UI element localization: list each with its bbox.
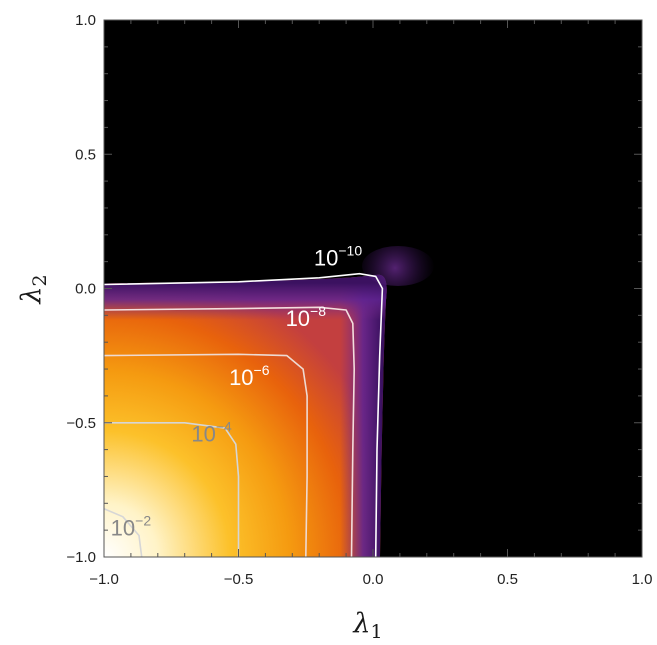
y-tick-label: −0.5 bbox=[66, 415, 96, 432]
y-tick-label: 1.0 bbox=[75, 12, 96, 29]
contour-label-4: 10−4 bbox=[191, 419, 232, 447]
heatmap-glow bbox=[362, 246, 434, 286]
x-tick-label: 0.0 bbox=[363, 571, 384, 588]
axis-ticks: −1.0 −0.5 0.0 0.5 1.0 −1.0 −0.5 0.0 0.5 1.0 bbox=[66, 12, 652, 588]
contour-line-1 bbox=[104, 272, 384, 557]
contour-label-1: 10−10 bbox=[314, 243, 362, 271]
x-tick-label: 1.0 bbox=[632, 571, 653, 588]
contour-line-5 bbox=[104, 507, 143, 557]
y-tick-label: 0.0 bbox=[75, 281, 96, 298]
contour-label-2: 10−8 bbox=[286, 303, 327, 331]
x-axis-label: λ1 bbox=[352, 608, 382, 643]
contour-label-5: 10−2 bbox=[111, 513, 152, 541]
x-tick-label: −0.5 bbox=[224, 571, 254, 588]
x-tick-label: 0.5 bbox=[497, 571, 518, 588]
contour-line-4 bbox=[104, 422, 240, 557]
contour-line-3 bbox=[104, 353, 308, 557]
x-tick-label: −1.0 bbox=[89, 571, 119, 588]
contour-label-3: 10−6 bbox=[229, 362, 270, 390]
contour-lines bbox=[104, 272, 384, 557]
y-tick-label: 0.5 bbox=[75, 146, 96, 163]
y-axis-label: λ2 bbox=[16, 274, 51, 304]
contour-line-2 bbox=[104, 306, 355, 557]
contour-labels: 10−10 10−8 10−6 10−4 10−2 bbox=[111, 243, 363, 541]
y-tick-label: −1.0 bbox=[66, 549, 96, 566]
